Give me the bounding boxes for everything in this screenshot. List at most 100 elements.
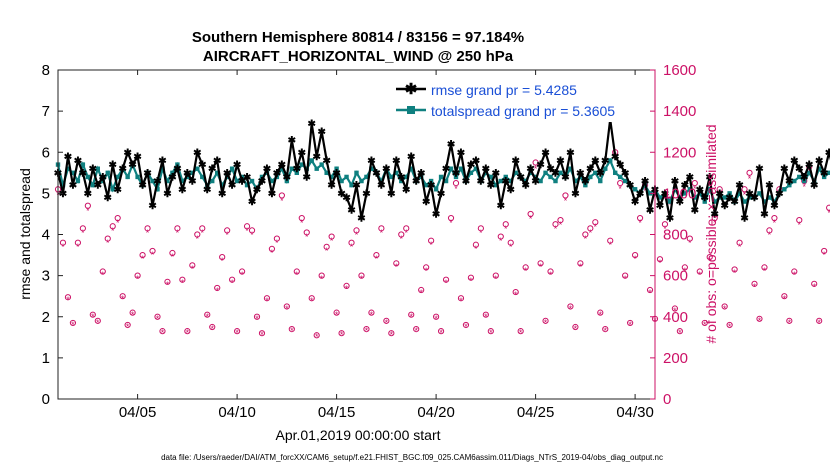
rmse-point: ✱ (193, 148, 202, 159)
obs-assimilated-marker: * (400, 234, 404, 244)
obs-assimilated-marker: * (385, 318, 389, 328)
rmse-point: ✱ (656, 201, 665, 212)
obs-assimilated-marker: * (350, 242, 354, 252)
rmse-point: ✱ (109, 160, 118, 171)
rmse-point: ✱ (462, 177, 471, 188)
obs-assimilated-marker: * (365, 326, 369, 336)
rmse-point: ✱ (402, 185, 411, 196)
obs-assimilated-marker: * (355, 230, 359, 240)
obs-assimilated-marker: * (96, 318, 100, 328)
spread-point (354, 171, 358, 175)
rmse-point: ✱ (332, 168, 341, 179)
obs-assimilated-marker: * (196, 234, 200, 244)
x-tick-label: 04/05 (119, 404, 157, 421)
rmse-point: ✱ (482, 164, 491, 175)
rmse-point: ✱ (780, 164, 789, 175)
legend-rmse-label: rmse grand pr = 5.4285 (431, 82, 577, 98)
spread-point (135, 175, 139, 179)
obs-assimilated-marker: * (409, 312, 413, 322)
rmse-point: ✱ (750, 193, 759, 204)
rmse-point: ✱ (138, 181, 147, 192)
rmse-point: ✱ (114, 185, 123, 196)
obs-assimilated-marker: * (66, 295, 70, 305)
rmse-point: ✱ (755, 164, 764, 175)
rmse-point: ✱ (74, 156, 83, 167)
obs-assimilated-marker: * (166, 280, 170, 290)
rmse-point: ✱ (636, 189, 645, 200)
obs-assimilated-marker: * (753, 282, 757, 292)
rmse-point: ✱ (133, 152, 142, 163)
obs-assimilated-marker: * (802, 182, 806, 192)
rmse-point: ✱ (805, 160, 814, 171)
y-left-tick-label: 2 (42, 309, 50, 326)
y-left-tick-label: 4 (42, 227, 50, 244)
rmse-point: ✱ (213, 156, 222, 167)
obs-assimilated-marker: * (270, 248, 274, 258)
obs-assimilated-marker: * (131, 310, 135, 320)
rmse-point: ✱ (123, 148, 132, 159)
obs-assimilated-marker: * (688, 238, 692, 248)
obs-assimilated-marker: * (390, 330, 394, 340)
obs-assimilated-marker: * (360, 274, 364, 284)
rmse-point: ✱ (472, 156, 481, 167)
obs-assimilated-marker: * (633, 254, 637, 264)
obs-assimilated-marker: * (608, 240, 612, 250)
obs-assimilated-marker: * (230, 278, 234, 288)
obs-assimilated-marker: * (603, 326, 607, 336)
obs-assimilated-marker: * (733, 268, 737, 278)
obs-assimilated-marker: * (519, 328, 523, 338)
obs-assimilated-marker: * (101, 270, 105, 280)
obs-assimilated-marker: * (156, 314, 160, 324)
rmse-point: ✱ (820, 168, 829, 179)
rmse-point: ✱ (283, 172, 292, 183)
rmse-point: ✱ (372, 168, 381, 179)
obs-assimilated-marker: * (265, 296, 269, 306)
obs-assimilated-marker: * (345, 284, 349, 294)
obs-assimilated-marker: * (698, 270, 702, 280)
obs-assimilated-marker: * (330, 236, 334, 246)
rmse-point: ✱ (263, 164, 272, 175)
rmse-point: ✱ (561, 172, 570, 183)
rmse-point: ✱ (566, 148, 575, 159)
rmse-point: ✱ (258, 177, 267, 188)
y-right-tick-label: 400 (663, 309, 688, 326)
obs-assimilated-marker: * (255, 314, 259, 324)
rmse-point: ✱ (437, 189, 446, 200)
obs-assimilated-marker: * (504, 224, 508, 234)
rmse-point: ✱ (99, 172, 108, 183)
obs-assimilated-marker: * (380, 228, 384, 238)
rmse-point: ✱ (377, 181, 386, 192)
y-right-tick-label: 1000 (663, 185, 696, 202)
rmse-point: ✱ (298, 148, 307, 159)
obs-assimilated-marker: * (638, 218, 642, 228)
rmse-point: ✱ (347, 205, 356, 216)
obs-assimilated-marker: * (235, 328, 239, 338)
obs-assimilated-marker: * (116, 218, 120, 228)
rmse-point: ✱ (691, 205, 700, 216)
obs-assimilated-marker: * (454, 184, 458, 194)
spread-point (553, 179, 557, 183)
legend-spread-label: totalspread grand pr = 5.3605 (431, 103, 615, 119)
obs-assimilated-marker: * (524, 266, 528, 276)
rmse-point: ✱ (477, 177, 486, 188)
obs-assimilated-marker: * (494, 274, 498, 284)
obs-assimilated-marker: * (474, 244, 478, 254)
obs-assimilated-marker: * (723, 304, 727, 314)
obs-assimilated-marker: * (325, 246, 329, 256)
rmse-point: ✱ (785, 177, 794, 188)
obs-assimilated-marker: * (618, 184, 622, 194)
y-left-tick-label: 7 (42, 103, 50, 120)
obs-assimilated-marker: * (559, 220, 563, 230)
x-axis-label: Apr.01,2019 00:00:00 start (275, 427, 440, 443)
rmse-point: ✱ (69, 181, 78, 192)
rmse-point: ✱ (810, 181, 819, 192)
chart-title-line2: AIRCRAFT_HORIZONTAL_WIND @ 250 hPa (203, 48, 514, 65)
rmse-point: ✱ (278, 160, 287, 171)
rmse-point: ✱ (536, 160, 545, 171)
rmse-point: ✱ (327, 181, 336, 192)
rmse-point: ✱ (342, 193, 351, 204)
x-tick-label: 04/25 (517, 404, 555, 421)
obs-assimilated-marker: * (628, 320, 632, 330)
rmse-point: ✱ (64, 152, 73, 163)
